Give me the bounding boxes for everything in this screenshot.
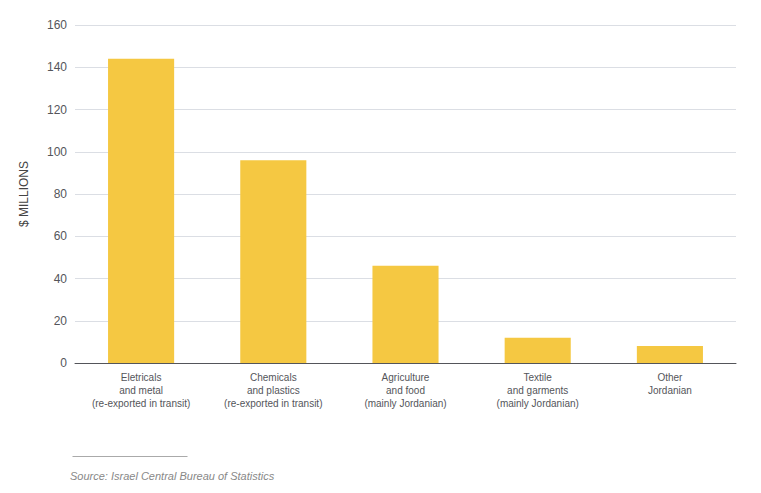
svg-text:60: 60: [54, 229, 68, 243]
svg-text:Chemicals: Chemicals: [250, 372, 297, 383]
svg-text:Source: Israel Central Bureau: Source: Israel Central Bureau of Statist…: [70, 470, 275, 482]
svg-text:40: 40: [54, 272, 68, 286]
svg-text:(re-exported in transit): (re-exported in transit): [224, 398, 322, 409]
svg-text:Jordanian: Jordanian: [648, 385, 692, 396]
svg-text:Agriculture: Agriculture: [382, 372, 430, 383]
svg-text:and food: and food: [386, 385, 425, 396]
svg-text:80: 80: [54, 187, 68, 201]
svg-text:140: 140: [47, 60, 67, 74]
svg-text:$ MILLIONS: $ MILLIONS: [17, 161, 31, 227]
svg-text:Other: Other: [657, 372, 683, 383]
svg-text:100: 100: [47, 145, 67, 159]
svg-text:(mainly Jordanian): (mainly Jordanian): [497, 398, 579, 409]
svg-text:0: 0: [60, 356, 67, 370]
svg-text:Textile: Textile: [524, 372, 553, 383]
svg-text:(re-exported in transit): (re-exported in transit): [92, 398, 190, 409]
svg-text:(mainly Jordanian): (mainly Jordanian): [364, 398, 446, 409]
svg-text:and plastics: and plastics: [247, 385, 300, 396]
svg-text:20: 20: [54, 314, 68, 328]
svg-text:120: 120: [47, 103, 67, 117]
svg-text:Eletricals: Eletricals: [121, 372, 162, 383]
svg-text:160: 160: [47, 18, 67, 32]
svg-text:and garments: and garments: [507, 385, 568, 396]
svg-text:and metal: and metal: [119, 385, 163, 396]
